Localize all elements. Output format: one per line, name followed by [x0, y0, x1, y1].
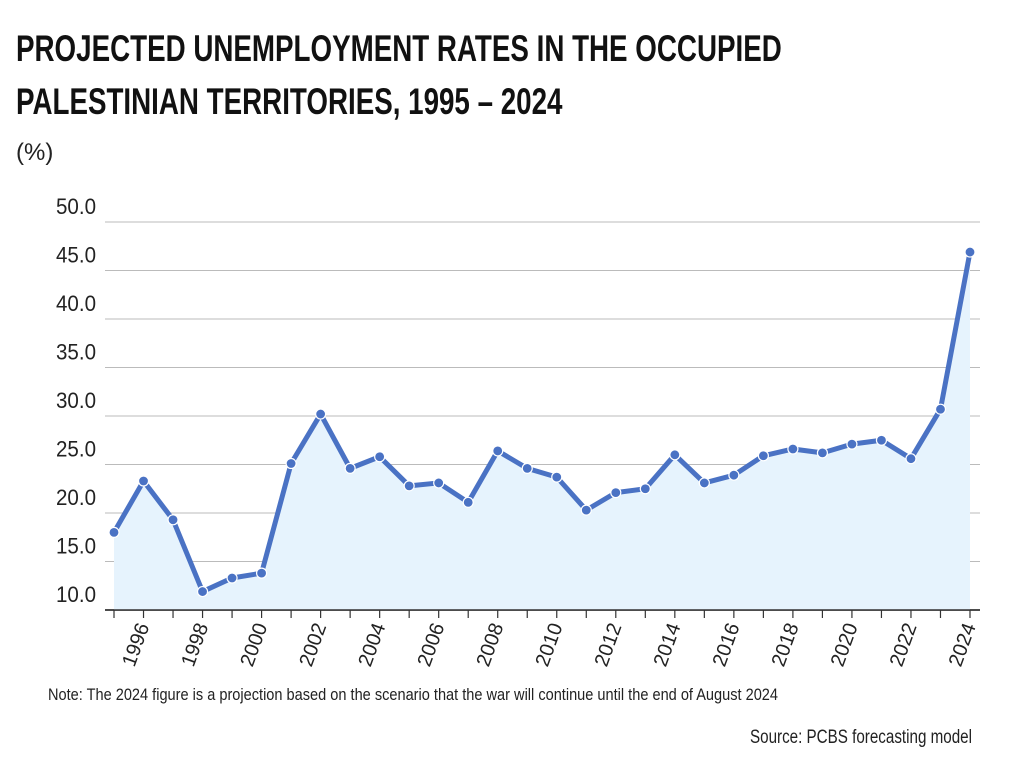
point	[462, 496, 474, 508]
point	[344, 462, 356, 474]
x-tick-label: 1996	[118, 620, 154, 669]
point	[551, 471, 563, 483]
point	[226, 572, 238, 584]
x-tick-label: 2006	[413, 620, 449, 669]
point	[403, 480, 415, 492]
x-tick-label: 2008	[473, 620, 509, 669]
y-tick-label: 15.0	[56, 534, 96, 559]
x-tick-label: 2020	[827, 620, 863, 669]
y-tick-label: 45.0	[56, 243, 96, 268]
y-tick-label: 40.0	[56, 291, 96, 316]
point	[167, 514, 179, 526]
point	[816, 447, 829, 459]
x-tick-label: 2022	[886, 620, 922, 669]
point	[433, 477, 445, 489]
point	[787, 443, 799, 455]
point	[492, 445, 504, 457]
point	[905, 453, 917, 465]
point	[285, 457, 297, 470]
area	[114, 252, 970, 610]
x-tick-label: 2018	[768, 620, 804, 669]
y-tick-label: 25.0	[56, 437, 96, 462]
note: Note: The 2024 figure is a projection ba…	[48, 685, 778, 704]
y-tick-label: 20.0	[56, 485, 96, 510]
x-tick-label: 2014	[650, 620, 686, 669]
x-tick-label: 2004	[354, 620, 390, 669]
point	[757, 450, 769, 462]
y-tick-label: 50.0	[56, 194, 96, 219]
point	[728, 469, 740, 481]
point	[934, 403, 947, 415]
x-tick-label: 1998	[177, 620, 213, 669]
point	[374, 451, 386, 463]
point	[521, 462, 533, 474]
y-tick-label: 35.0	[56, 340, 96, 365]
x-tick-label: 2012	[591, 620, 627, 669]
point	[196, 585, 209, 598]
point	[639, 483, 651, 495]
y-axis-label: (%)	[16, 139, 53, 166]
point	[108, 526, 120, 539]
x-tick-label: 2024	[945, 620, 981, 669]
y-tick-label: 10.0	[56, 582, 96, 607]
y-tick-label: 30.0	[56, 388, 96, 413]
chart-title: PROJECTED UNEMPLOYMENT RATES IN THE OCCU…	[16, 28, 782, 122]
point	[137, 475, 150, 487]
x-tick-label: 2002	[295, 620, 331, 669]
point	[875, 434, 888, 446]
point	[846, 438, 858, 450]
x-tick-label: 2000	[236, 620, 272, 669]
point	[964, 246, 976, 258]
x-tick-label: 2010	[532, 620, 568, 669]
point	[580, 504, 592, 516]
point	[698, 477, 710, 489]
point	[610, 487, 622, 499]
point	[669, 449, 681, 461]
point	[315, 408, 327, 420]
source: Source: PCBS forecasting model	[750, 727, 972, 748]
point	[255, 567, 268, 579]
x-tick-label: 2016	[709, 620, 745, 669]
